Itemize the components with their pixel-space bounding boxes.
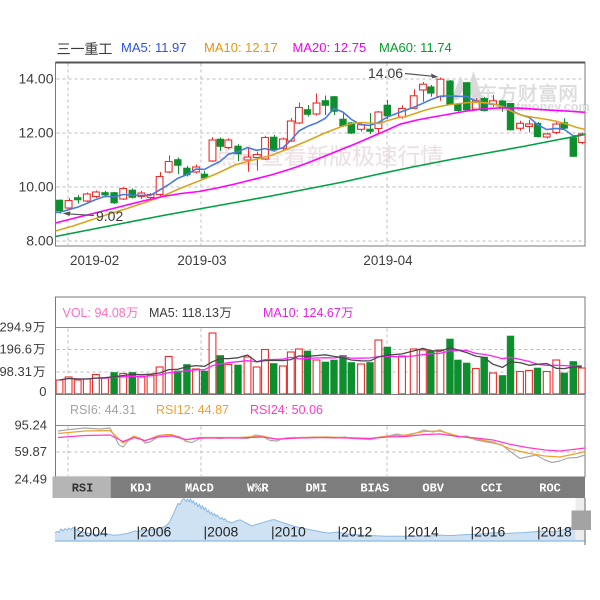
svg-text:12.00: 12.00	[18, 124, 53, 140]
svg-text:9.02: 9.02	[96, 208, 123, 224]
svg-text:2019-04: 2019-04	[363, 253, 413, 268]
svg-text:KDJ: KDJ	[130, 482, 152, 496]
svg-text:|2016: |2016	[471, 524, 506, 540]
svg-text:59.87: 59.87	[14, 444, 47, 459]
svg-text:|2012: |2012	[338, 524, 373, 540]
svg-text:|2010: |2010	[271, 524, 306, 540]
svg-text:14.00: 14.00	[18, 70, 53, 86]
svg-text:BIAS: BIAS	[360, 482, 389, 496]
svg-text:MA10: 124.67: MA10: 124.67	[263, 306, 341, 320]
svg-text:MACD: MACD	[185, 482, 214, 496]
svg-text:MA60: 11.74: MA60: 11.74	[379, 40, 452, 55]
svg-text:RSI6: 44.31: RSI6: 44.31	[70, 403, 136, 417]
svg-text:RSI: RSI	[72, 482, 94, 496]
svg-text:|2008: |2008	[204, 524, 239, 540]
svg-text:|2014: |2014	[404, 524, 439, 540]
svg-text:10.00: 10.00	[18, 178, 53, 194]
svg-text:VOL: 94.08: VOL: 94.08	[63, 306, 126, 320]
svg-text:DMI: DMI	[305, 482, 327, 496]
svg-text:0: 0	[39, 384, 46, 399]
svg-text:MA5: 118.13: MA5: 118.13	[149, 306, 219, 320]
svg-text:MA20: 12.75: MA20: 12.75	[293, 40, 367, 55]
svg-text:95.24: 95.24	[14, 418, 47, 433]
svg-text:CCI: CCI	[481, 482, 503, 496]
svg-text:|2004: |2004	[73, 524, 108, 540]
svg-text:8.00: 8.00	[26, 232, 53, 248]
svg-text:98.31: 98.31	[0, 364, 32, 379]
svg-text:|2018: |2018	[537, 524, 572, 540]
svg-text:2019-02: 2019-02	[70, 253, 119, 268]
svg-text:2019-03: 2019-03	[177, 253, 226, 268]
svg-text:14.06: 14.06	[368, 65, 403, 81]
svg-text:OBV: OBV	[422, 482, 444, 496]
svg-text:|2006: |2006	[137, 524, 172, 540]
svg-text:W%R: W%R	[247, 482, 269, 496]
svg-text:MA5: 11.97: MA5: 11.97	[121, 40, 187, 55]
svg-text:RSI12: 44.87: RSI12: 44.87	[156, 403, 229, 417]
svg-text:196.6: 196.6	[0, 342, 32, 357]
svg-text:ROC: ROC	[539, 482, 561, 496]
svg-text:24.49: 24.49	[14, 472, 47, 487]
svg-text:MA10: 12.17: MA10: 12.17	[204, 40, 278, 55]
svg-text:RSI24: 50.06: RSI24: 50.06	[250, 403, 323, 417]
svg-text:294.9: 294.9	[0, 320, 32, 335]
